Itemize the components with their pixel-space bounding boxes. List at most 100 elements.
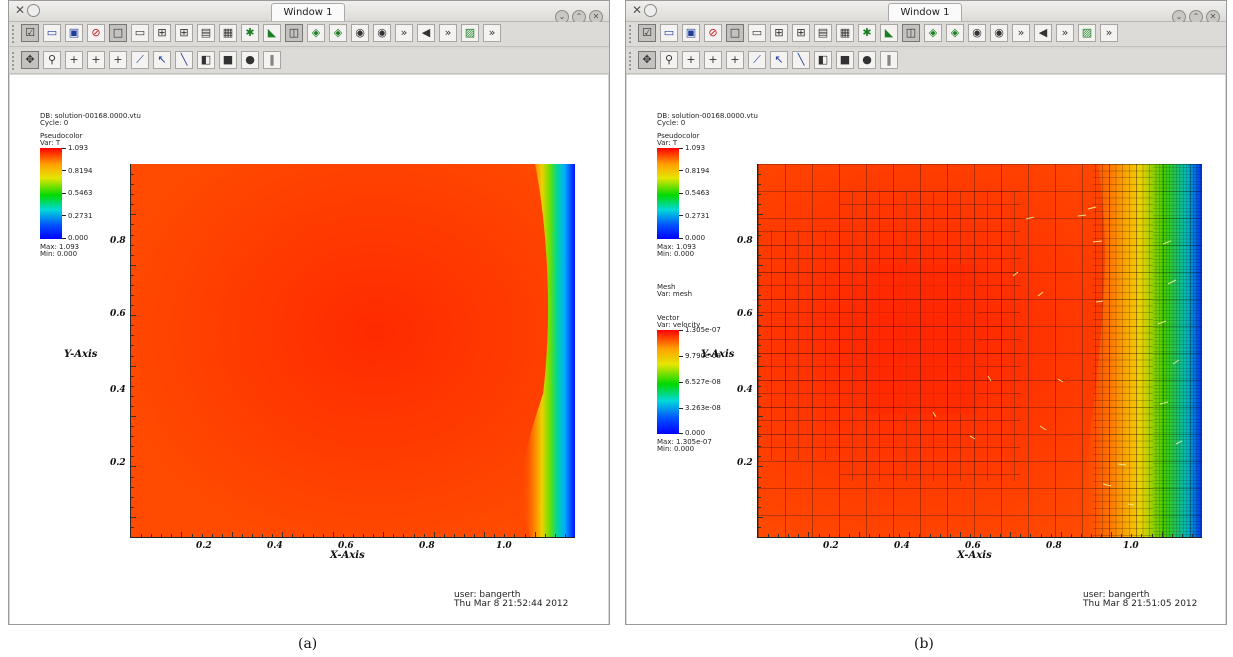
lock-view-icon[interactable]: ✱ xyxy=(241,24,259,42)
layout-2x2-icon[interactable]: ⊞ xyxy=(153,24,171,42)
toolbar-grip[interactable] xyxy=(12,52,18,70)
window-menu-icon[interactable]: ✕ xyxy=(632,3,657,17)
plot-icon[interactable]: ▨ xyxy=(461,24,479,42)
date-text: Thu Mar 8 21:51:05 2012 xyxy=(1083,599,1198,609)
x-tick-mark xyxy=(1171,534,1173,537)
pick-icon[interactable]: ↖ xyxy=(153,51,171,69)
sphere-tool-icon[interactable]: ● xyxy=(858,51,876,69)
layout-3x3-icon[interactable]: ▦ xyxy=(836,24,854,42)
toolbar-grip[interactable] xyxy=(629,25,635,43)
x-tick-mark xyxy=(252,534,254,537)
title-bar[interactable]: ✕ Window 1 ⌄ ⌃ ✕ xyxy=(626,1,1226,24)
add-n-icon[interactable]: + xyxy=(704,51,722,69)
camera-icon[interactable]: ◈ xyxy=(307,24,325,42)
new-window-icon[interactable]: ▭ xyxy=(43,24,61,42)
zoom-icon[interactable]: ⚲ xyxy=(660,51,678,69)
delete-window-icon[interactable]: ⊘ xyxy=(704,24,722,42)
plot-icon[interactable]: ▨ xyxy=(1078,24,1096,42)
axis-array-icon[interactable]: ‖ xyxy=(880,51,898,69)
layout-1x2-icon[interactable]: ▭ xyxy=(748,24,766,42)
layout-1x2-icon[interactable]: ▭ xyxy=(131,24,149,42)
window-menu-icon[interactable]: ✕ xyxy=(15,3,40,17)
animation-back-icon[interactable]: ◀ xyxy=(1034,24,1052,42)
y-tick-label: 0.2 xyxy=(110,458,126,468)
box-tool-icon[interactable]: ◧ xyxy=(814,51,832,69)
plane-tool-icon[interactable]: ■ xyxy=(219,51,237,69)
x-tick-mark xyxy=(171,534,173,537)
active-window-icon[interactable]: ☑ xyxy=(638,24,656,42)
delete-window-icon[interactable]: ⊘ xyxy=(87,24,105,42)
active-window-icon[interactable]: ☑ xyxy=(21,24,39,42)
lock-view-icon[interactable]: ✱ xyxy=(858,24,876,42)
toolbar-grip[interactable] xyxy=(629,52,635,70)
add-s-icon[interactable]: + xyxy=(109,51,127,69)
y-tick-mark xyxy=(131,385,134,387)
more-icon[interactable]: » xyxy=(439,24,457,42)
layout-2x3-icon[interactable]: ⊞ xyxy=(792,24,810,42)
x-tick-mark xyxy=(383,532,385,537)
layout-2x3-icon[interactable]: ⊞ xyxy=(175,24,193,42)
more-icon[interactable]: » xyxy=(1100,24,1118,42)
navigate-icon[interactable]: ✥ xyxy=(21,51,39,69)
maximize-icon[interactable]: ⌃ xyxy=(572,10,586,24)
more-icon[interactable]: » xyxy=(1012,24,1030,42)
toolbar-row-1: ☑ ▭ ▣ ⊘ □ ▭ ⊞ ⊞ ▤ ▦ ✱ ◣ ◫ ◈ ◈ ◉ ◉ » ◀ » … xyxy=(9,22,609,47)
window-tab[interactable]: Window 1 xyxy=(271,3,345,21)
clone-window-icon[interactable]: ▣ xyxy=(682,24,700,42)
x-tick-mark xyxy=(1070,534,1072,537)
camera-icon[interactable]: ◈ xyxy=(329,24,347,42)
toolbar-grip[interactable] xyxy=(12,25,18,43)
sphere-tool-icon[interactable]: ● xyxy=(241,51,259,69)
navigate-icon[interactable]: ✥ xyxy=(638,51,656,69)
legend-label: 0.5463 xyxy=(685,189,710,197)
clone-window-icon[interactable]: ▣ xyxy=(65,24,83,42)
cycle-text: Cycle: 0 xyxy=(40,119,69,127)
camera-icon[interactable]: ◈ xyxy=(946,24,964,42)
reset-view-icon[interactable]: ◫ xyxy=(902,24,920,42)
layout-1x1-icon[interactable]: □ xyxy=(109,24,127,42)
window-tab[interactable]: Window 1 xyxy=(888,3,962,21)
animation-back-icon[interactable]: ◀ xyxy=(417,24,435,42)
render-canvas[interactable]: DB: solution-00168.0000.vtu Cycle: 0 Pse… xyxy=(627,75,1225,624)
axis-array-icon[interactable]: ‖ xyxy=(263,51,281,69)
x-tick-label: 0.8 xyxy=(1046,541,1062,551)
layout-3x3-icon[interactable]: ▦ xyxy=(219,24,237,42)
layout-2x4-icon[interactable]: ▤ xyxy=(814,24,832,42)
x-tick-mark xyxy=(403,534,405,537)
lineout-icon[interactable]: ⟋ xyxy=(131,51,149,69)
y-tick-mark xyxy=(758,355,761,357)
add-s-icon[interactable]: + xyxy=(726,51,744,69)
title-bar[interactable]: ✕ Window 1 ⌄ ⌃ ✕ xyxy=(9,1,609,24)
more-icon[interactable]: » xyxy=(1056,24,1074,42)
plane-tool-icon[interactable]: ■ xyxy=(836,51,854,69)
more-icon[interactable]: » xyxy=(395,24,413,42)
camera-icon[interactable]: ◉ xyxy=(351,24,369,42)
layout-1x1-icon[interactable]: □ xyxy=(726,24,744,42)
render-canvas[interactable]: DB: solution-00168.0000.vtu Cycle: 0 Pse… xyxy=(10,75,608,624)
camera-icon[interactable]: ◉ xyxy=(373,24,391,42)
box-tool-icon[interactable]: ◧ xyxy=(197,51,215,69)
color-bar xyxy=(40,148,66,239)
new-window-icon[interactable]: ▭ xyxy=(660,24,678,42)
add-z-icon[interactable]: + xyxy=(65,51,83,69)
y-tick-mark xyxy=(131,486,134,488)
layout-2x4-icon[interactable]: ▤ xyxy=(197,24,215,42)
maximize-icon[interactable]: ⌃ xyxy=(1189,10,1203,24)
reset-view-icon[interactable]: ◫ xyxy=(285,24,303,42)
line-tool-icon[interactable]: ╲ xyxy=(175,51,193,69)
lock-time-icon[interactable]: ◣ xyxy=(880,24,898,42)
camera-icon[interactable]: ◉ xyxy=(968,24,986,42)
layout-2x2-icon[interactable]: ⊞ xyxy=(770,24,788,42)
camera-icon[interactable]: ◈ xyxy=(924,24,942,42)
x-tick-mark xyxy=(342,534,344,537)
pick-icon[interactable]: ↖ xyxy=(770,51,788,69)
line-tool-icon[interactable]: ╲ xyxy=(792,51,810,69)
lineout-icon[interactable]: ⟋ xyxy=(748,51,766,69)
add-n-icon[interactable]: + xyxy=(87,51,105,69)
y-tick-mark xyxy=(758,295,761,297)
camera-icon[interactable]: ◉ xyxy=(990,24,1008,42)
lock-time-icon[interactable]: ◣ xyxy=(263,24,281,42)
zoom-icon[interactable]: ⚲ xyxy=(43,51,61,69)
more-icon[interactable]: » xyxy=(483,24,501,42)
add-z-icon[interactable]: + xyxy=(682,51,700,69)
